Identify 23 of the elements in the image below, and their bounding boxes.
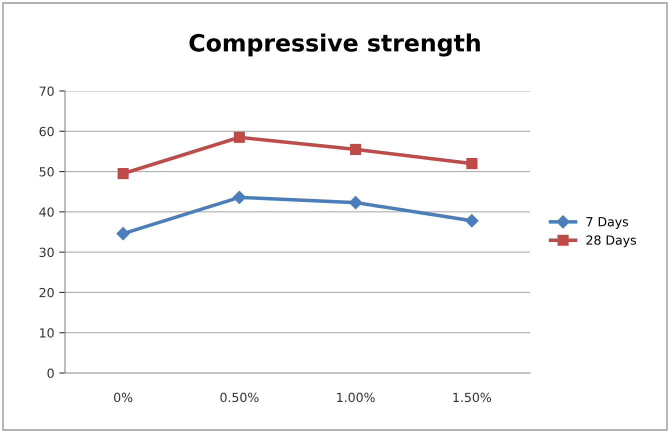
y-tick-label: 10 bbox=[40, 328, 54, 338]
y-tick-label: 20 bbox=[40, 288, 54, 298]
x-tick-label: 1.50% bbox=[453, 392, 492, 402]
y-tick-label: 70 bbox=[40, 86, 54, 96]
point bbox=[232, 190, 246, 204]
legend-label: 28 Days bbox=[586, 235, 636, 248]
y-tick-label: 60 bbox=[40, 126, 54, 136]
point bbox=[465, 214, 478, 228]
x-tick-label: 0.50% bbox=[220, 392, 259, 402]
y-tick-label: 30 bbox=[40, 248, 54, 258]
legend-label: 7 Days bbox=[586, 217, 628, 229]
point bbox=[118, 168, 129, 180]
point bbox=[234, 132, 245, 143]
x-tick-label: 0% bbox=[114, 392, 132, 402]
y-tick-label: 50 bbox=[40, 167, 54, 176]
point bbox=[116, 227, 130, 240]
chart-title: Compressive strength bbox=[190, 33, 480, 57]
point bbox=[350, 144, 362, 155]
y-tick-label: 0 bbox=[47, 368, 54, 378]
point bbox=[466, 158, 478, 170]
point bbox=[349, 196, 362, 210]
y-tick-label: 40 bbox=[39, 207, 54, 217]
x-tick-label: 1.00% bbox=[337, 392, 375, 402]
